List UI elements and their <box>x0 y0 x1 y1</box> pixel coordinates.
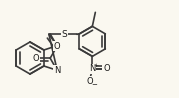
Text: N: N <box>54 41 60 50</box>
Text: N: N <box>54 66 60 75</box>
Text: −: − <box>91 82 97 88</box>
Text: N: N <box>89 64 96 73</box>
Text: +: + <box>94 63 99 68</box>
Text: O: O <box>86 77 93 86</box>
Text: O: O <box>54 42 61 51</box>
Text: S: S <box>61 30 67 39</box>
Text: O: O <box>33 54 40 63</box>
Text: O: O <box>103 64 110 73</box>
